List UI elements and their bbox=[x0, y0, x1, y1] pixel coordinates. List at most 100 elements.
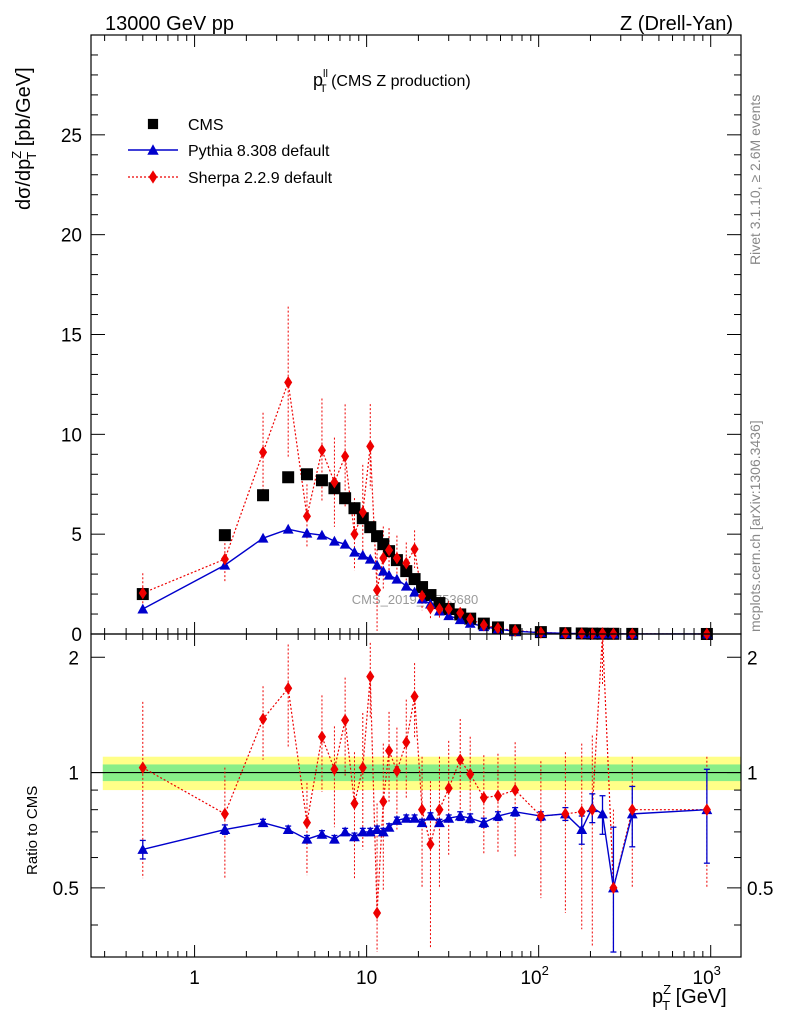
legend-marker bbox=[147, 118, 159, 130]
sherpa-top-point bbox=[220, 552, 229, 566]
sherpa-ratio-point bbox=[220, 807, 229, 821]
y-ratio-tick-label-left: 1 bbox=[68, 764, 79, 785]
pythia-top-point bbox=[357, 549, 369, 560]
x-tick-label-base: 10 bbox=[356, 968, 377, 989]
pythia-top-point bbox=[339, 538, 351, 549]
y-top-tick-label: 10 bbox=[61, 425, 82, 446]
pythia-ratio-point bbox=[257, 817, 269, 828]
x-tick-label-base: 10 bbox=[520, 968, 541, 989]
plot-title-rest: (CMS Z production) bbox=[327, 73, 471, 90]
sherpa-top-point bbox=[138, 586, 147, 600]
sherpa-ratio-point bbox=[138, 761, 147, 774]
pythia-top-point bbox=[282, 523, 294, 534]
legend: CMS Pythia 8.308 default Sherpa 2.2.9 defa… bbox=[128, 117, 333, 187]
sherpa-top-line bbox=[142, 382, 707, 635]
pythia-ratio-point bbox=[377, 826, 389, 837]
sherpa-ratio-point bbox=[536, 809, 545, 823]
mcplots-label: mcplots.cern.ch [arXiv:1306.3436] bbox=[747, 420, 763, 632]
pythia-top-point bbox=[329, 535, 340, 546]
plot-title-sup: ll bbox=[323, 68, 328, 80]
header-left: 13000 GeV pp bbox=[105, 13, 234, 35]
x-label-sup: Z bbox=[663, 982, 671, 997]
sherpa-ratio-point bbox=[384, 744, 394, 758]
sherpa-top-point bbox=[561, 627, 570, 640]
rivet-label: Rivet 3.1.10, ≥ 2.6M events bbox=[747, 95, 763, 265]
cms-top-point bbox=[300, 468, 313, 481]
series-layer bbox=[136, 306, 713, 953]
sherpa-ratio-point bbox=[284, 681, 293, 695]
sherpa-top-point bbox=[366, 440, 375, 453]
legend-label: Sherpa 2.2.9 default bbox=[188, 170, 333, 187]
pythia-ratio-point bbox=[329, 833, 340, 844]
pythia-ratio-point bbox=[425, 810, 436, 821]
pythia-ratio-point bbox=[509, 806, 521, 817]
y-top-tick-label: 15 bbox=[61, 326, 82, 347]
pythia-ratio-point bbox=[357, 826, 369, 837]
pythia-ratio-point bbox=[137, 844, 149, 854]
sherpa-top-point bbox=[466, 612, 475, 626]
sherpa-ratio-point bbox=[456, 753, 465, 767]
cms-top-point bbox=[339, 492, 352, 505]
y-top-tick-label: 20 bbox=[61, 226, 82, 247]
sherpa-top-point bbox=[379, 551, 388, 565]
cms-top-point bbox=[315, 474, 328, 487]
sherpa-top-point bbox=[384, 543, 394, 557]
pythia-ratio-point bbox=[478, 817, 490, 828]
pythia-top-point bbox=[409, 586, 420, 597]
sherpa-ratio-point bbox=[561, 807, 570, 821]
x-tick-label-base: 1 bbox=[189, 968, 200, 989]
y-ratio-tick-label-left: 2 bbox=[68, 648, 79, 669]
pythia-ratio-point bbox=[416, 817, 428, 828]
sherpa-top-point bbox=[302, 509, 312, 523]
sherpa-ratio-line bbox=[142, 633, 707, 913]
pythia-ratio-point bbox=[316, 828, 328, 839]
sherpa-top-point bbox=[341, 449, 350, 463]
pythia-ratio-point bbox=[349, 831, 360, 842]
sherpa-ratio-point bbox=[366, 670, 375, 683]
x-label-sub: T bbox=[662, 998, 670, 1013]
y-label-top: dσ/dpZT [pb/GeV] bbox=[9, 67, 39, 210]
sherpa-ratio-point bbox=[341, 713, 350, 727]
sherpa-top-point bbox=[426, 601, 435, 615]
y-ratio-tick-label-right: 1 bbox=[747, 764, 758, 785]
sherpa-ratio-point bbox=[609, 881, 618, 895]
header-right: Z (Drell-Yan) bbox=[620, 13, 733, 35]
legend-label: CMS bbox=[188, 117, 224, 134]
y-label-bottom: Ratio to CMS bbox=[24, 786, 41, 875]
sherpa-ratio-point bbox=[418, 803, 427, 816]
pythia-ratio-point bbox=[301, 833, 313, 844]
pythia-ratio-point bbox=[339, 826, 351, 837]
pythia-top-point bbox=[400, 580, 412, 591]
sherpa-ratio-point bbox=[479, 791, 488, 804]
pythia-ratio-point bbox=[400, 812, 412, 823]
sherpa-ratio-point bbox=[402, 735, 411, 749]
sherpa-ratio-point bbox=[373, 906, 382, 920]
pythia-top-point bbox=[257, 532, 269, 543]
sherpa-ratio-point bbox=[330, 762, 339, 776]
sherpa-top-point bbox=[258, 446, 268, 459]
plot-title-sub: T bbox=[320, 83, 327, 95]
sherpa-ratio-point bbox=[466, 767, 475, 781]
sherpa-ratio-point bbox=[511, 783, 520, 797]
pythia-ratio-point bbox=[371, 824, 383, 835]
x-label-rest: [GeV] bbox=[670, 986, 727, 1008]
sherpa-ratio-point bbox=[317, 730, 327, 744]
pythia-ratio-point bbox=[391, 815, 403, 825]
pythia-ratio-point bbox=[383, 821, 395, 832]
plot-title-main: p bbox=[313, 70, 323, 90]
pythia-ratio-point bbox=[443, 812, 455, 823]
x-tick-label-exp: 3 bbox=[714, 963, 721, 978]
pythia-top-point bbox=[137, 603, 149, 614]
sherpa-ratio-point bbox=[358, 761, 367, 774]
sherpa-top-point bbox=[511, 624, 520, 637]
sherpa-ratio-point bbox=[577, 805, 586, 819]
cms-top-point bbox=[348, 502, 361, 515]
sherpa-top-point bbox=[392, 551, 401, 565]
sherpa-top-point bbox=[479, 618, 488, 632]
sherpa-top-point bbox=[330, 475, 339, 489]
sherpa-top-point bbox=[358, 505, 367, 519]
sherpa-top-point bbox=[373, 583, 382, 597]
pythia-ratio-point bbox=[219, 824, 231, 835]
